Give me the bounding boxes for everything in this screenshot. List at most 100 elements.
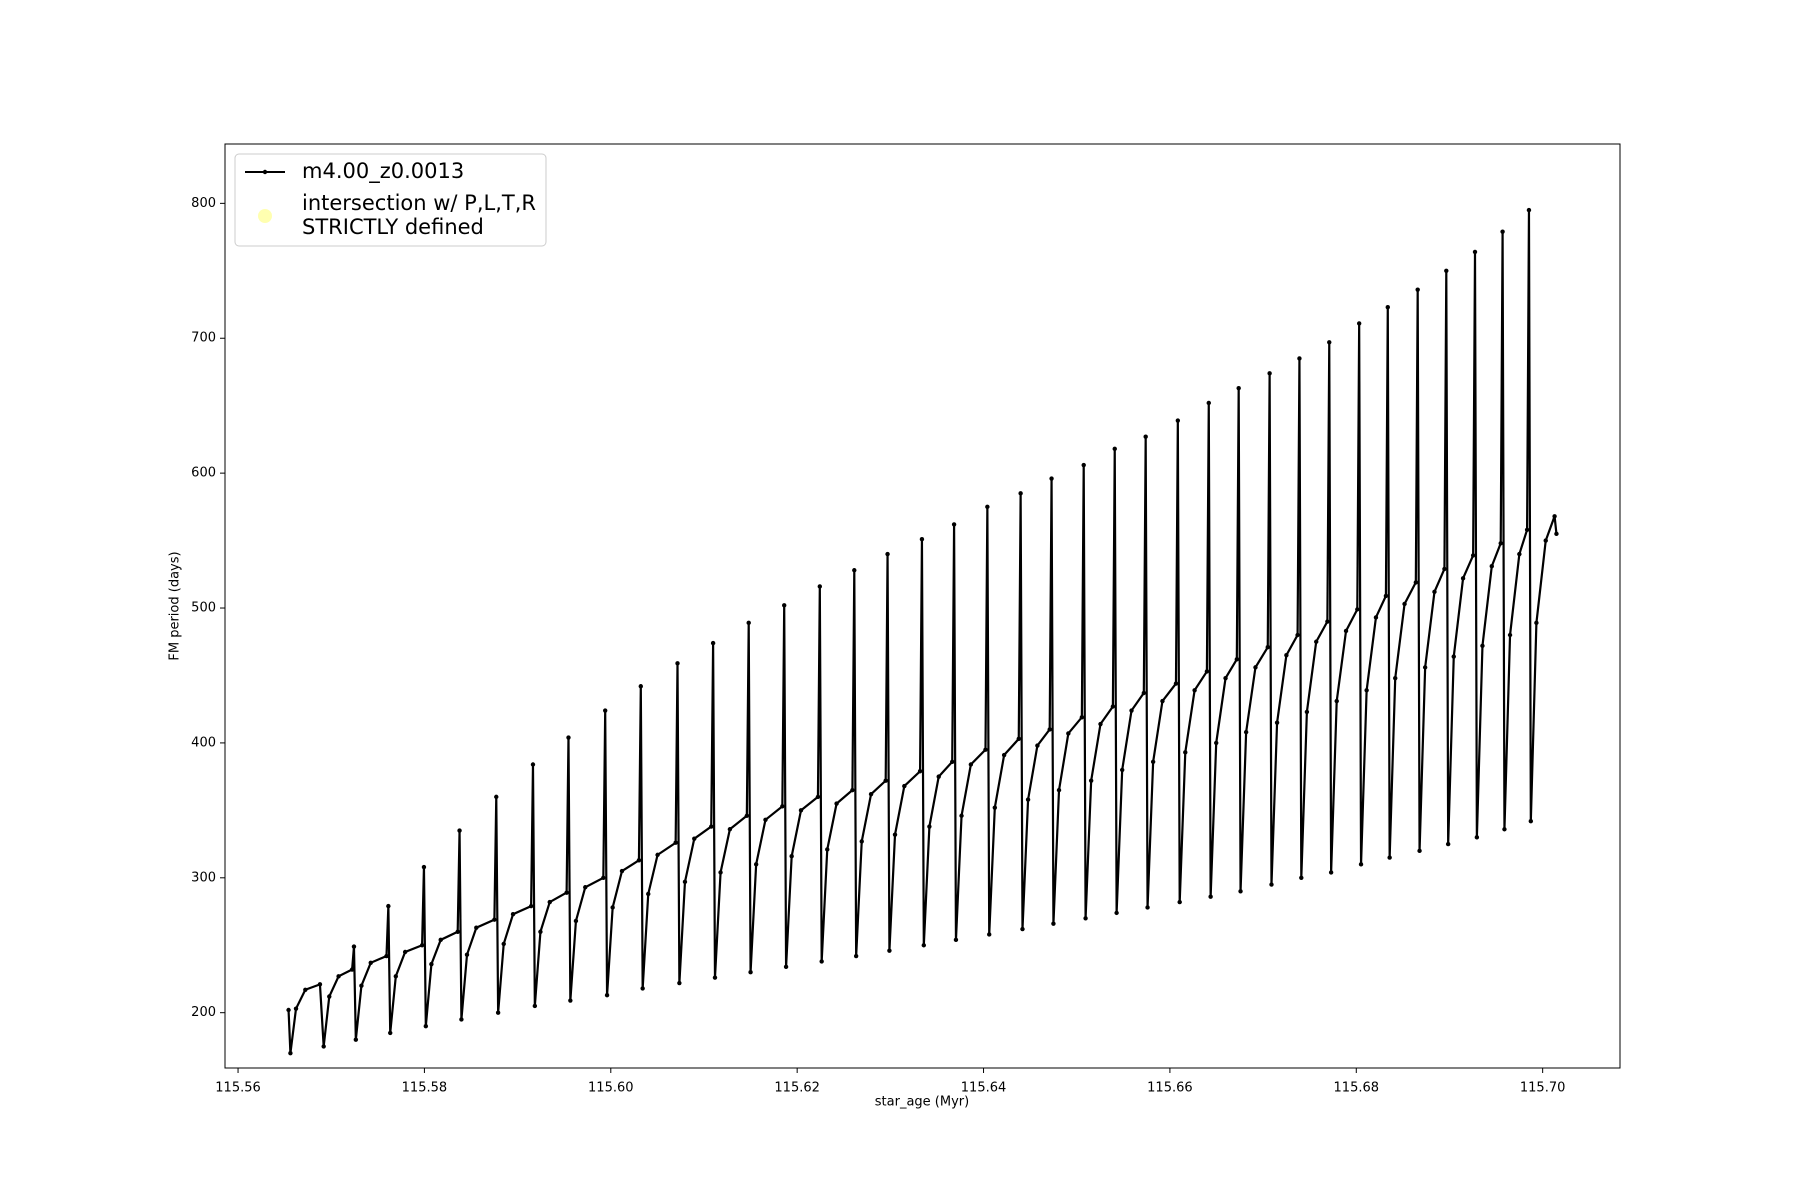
data-point	[1238, 889, 1243, 894]
data-point	[1460, 576, 1466, 581]
legend-marker	[262, 169, 268, 175]
data-point	[1047, 727, 1052, 732]
data-point	[1415, 287, 1420, 292]
data-point	[1507, 632, 1513, 638]
legend-marker	[258, 209, 272, 223]
data-point	[532, 1003, 538, 1009]
data-point	[1110, 704, 1116, 709]
data-point	[1081, 462, 1086, 468]
data-point	[1552, 514, 1557, 519]
data-point	[573, 918, 579, 924]
data-point	[1119, 767, 1125, 773]
data-point	[1470, 553, 1476, 558]
data-point	[1500, 229, 1505, 234]
data-point	[1183, 750, 1188, 755]
data-point	[1502, 827, 1507, 832]
data-point	[712, 975, 718, 980]
data-point	[501, 941, 506, 947]
data-point	[646, 891, 651, 897]
legend-label: intersection w/ P,L,T,R STRICTLY defined	[302, 191, 536, 239]
data-point	[968, 762, 974, 767]
data-point	[892, 832, 898, 837]
data-point	[1177, 899, 1182, 905]
data-point	[1325, 619, 1330, 624]
data-point	[1143, 434, 1148, 439]
data-point	[798, 808, 804, 813]
data-point	[1051, 921, 1056, 926]
data-point	[1234, 657, 1240, 662]
data-point	[1018, 491, 1023, 496]
data-point	[494, 794, 499, 800]
data-point	[709, 824, 714, 829]
data-point	[985, 504, 990, 510]
data-point	[386, 903, 391, 909]
data-point	[834, 801, 839, 806]
data-point	[359, 983, 364, 988]
data-point	[384, 953, 389, 959]
data-point	[1265, 644, 1270, 650]
data-point	[1451, 654, 1456, 659]
data-point	[1243, 729, 1249, 735]
y-tick-label: 500	[191, 601, 216, 616]
data-point	[349, 967, 355, 972]
data-point	[1253, 665, 1258, 670]
data-point	[1236, 385, 1241, 391]
data-point	[1192, 688, 1197, 693]
data-point	[727, 827, 733, 832]
data-point	[510, 912, 516, 917]
data-point	[640, 986, 645, 991]
data-point	[1267, 371, 1272, 376]
data-point	[601, 875, 606, 881]
data-point	[353, 1037, 359, 1042]
data-point	[604, 992, 610, 998]
data-point	[1383, 593, 1389, 599]
data-point	[1295, 632, 1300, 638]
data-point	[987, 932, 992, 937]
data-point	[636, 858, 642, 863]
data-point	[1208, 894, 1213, 899]
data-point	[921, 943, 927, 948]
data-point	[753, 862, 759, 867]
data-point	[1517, 551, 1522, 557]
y-tick-label: 300	[191, 870, 216, 885]
data-point	[438, 937, 443, 943]
data-point	[419, 943, 425, 948]
data-point	[538, 929, 543, 934]
data-point	[1356, 321, 1362, 326]
data-point	[464, 952, 470, 957]
data-point	[1498, 541, 1503, 546]
data-point	[1112, 446, 1117, 452]
data-point	[1393, 675, 1398, 681]
data-point	[682, 879, 688, 885]
data-point	[351, 944, 357, 949]
data-point	[1145, 905, 1150, 910]
data-point	[1334, 698, 1339, 704]
data-point	[1056, 787, 1062, 793]
data-point	[1088, 778, 1094, 783]
data-point	[902, 783, 907, 789]
data-point	[936, 774, 941, 779]
data-point	[1387, 855, 1392, 860]
plot-frame	[224, 143, 1621, 1069]
x-tick-label: 115.64	[961, 1081, 1007, 1096]
data-point	[744, 813, 750, 818]
data-point	[1445, 841, 1451, 847]
data-point	[1150, 759, 1156, 764]
x-tick-label: 115.70	[1520, 1081, 1566, 1096]
data-point	[1524, 527, 1530, 532]
data-point	[1297, 356, 1302, 361]
data-point	[917, 769, 923, 774]
data-point	[1364, 688, 1369, 693]
data-point	[1129, 708, 1134, 713]
data-point	[1343, 628, 1349, 634]
data-point	[610, 905, 615, 910]
data-point	[638, 684, 643, 689]
data-point	[1299, 875, 1304, 881]
data-point	[1328, 870, 1334, 875]
data-point	[1373, 615, 1379, 620]
y-axis-label: FM period (days)	[168, 551, 183, 660]
data-point	[1480, 643, 1485, 648]
data-point	[1141, 690, 1147, 696]
data-point	[852, 568, 857, 573]
